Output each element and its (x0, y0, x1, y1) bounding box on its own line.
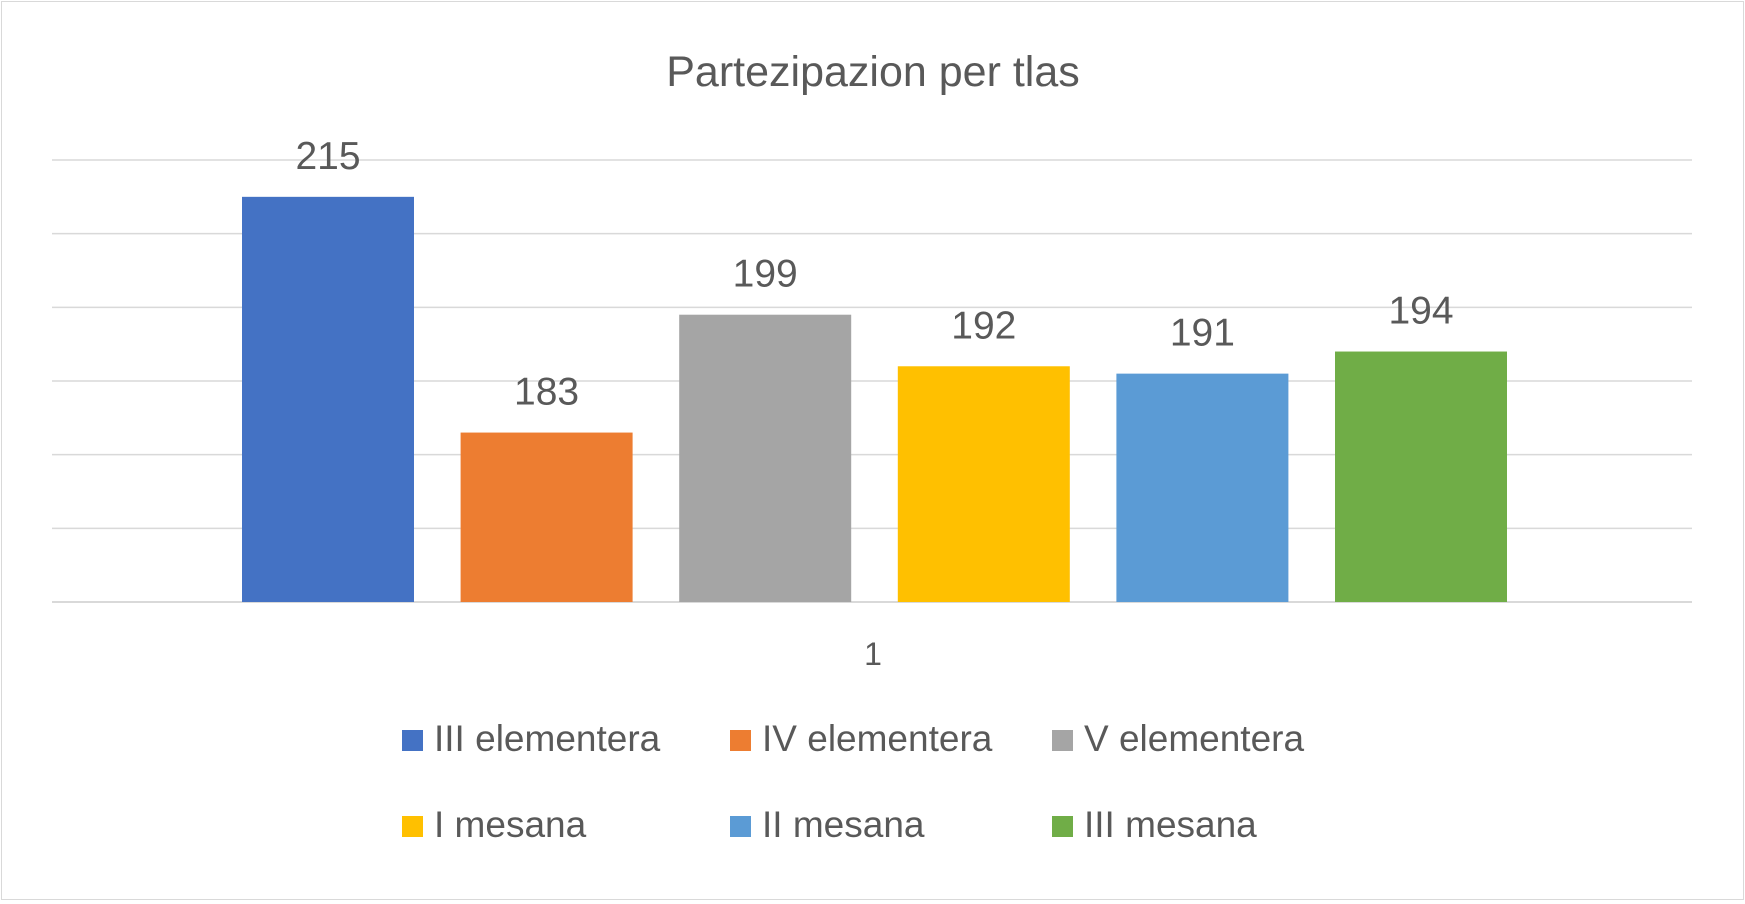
data-label: 192 (951, 304, 1016, 347)
legend: III elementera IV elementera V elementera I… (402, 718, 1304, 845)
legend-label: I mesana (434, 804, 587, 845)
bar (1116, 373, 1289, 602)
legend-swatch (1052, 730, 1073, 751)
legend-label: III elementera (434, 718, 661, 759)
bar (1335, 351, 1507, 602)
legend-swatch (730, 730, 751, 751)
legend-label: IV elementera (762, 718, 993, 759)
legend-label: II mesana (762, 804, 925, 845)
legend-label: V elementera (1084, 718, 1304, 759)
data-label: 199 (733, 253, 798, 296)
legend-swatch (402, 730, 423, 751)
legend-swatch (402, 816, 423, 837)
bar (460, 432, 633, 602)
bar (679, 314, 852, 602)
legend-swatch (1052, 816, 1073, 837)
data-label: 191 (1170, 312, 1235, 355)
data-label: 194 (1388, 290, 1453, 333)
legend-swatch (730, 816, 751, 837)
data-labels: 215 183 199 192 191 194 (295, 135, 1453, 414)
data-label: 183 (514, 371, 579, 414)
bar (897, 366, 1070, 602)
legend-label: III mesana (1084, 804, 1257, 845)
bars (242, 196, 1507, 603)
category-tick-label: 1 (864, 636, 882, 672)
data-label: 215 (295, 135, 360, 178)
bar (242, 196, 414, 603)
chart-title: Partezipazion per tlas (666, 48, 1080, 96)
